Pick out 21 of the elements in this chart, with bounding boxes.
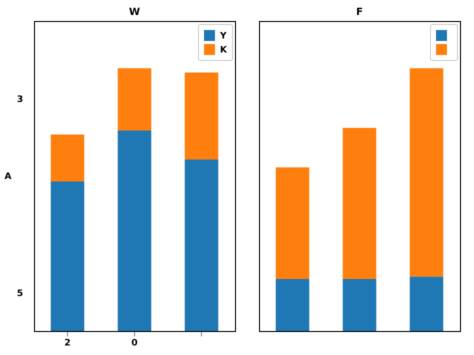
bar	[50, 182, 84, 331]
bar	[342, 278, 376, 331]
x-tick-label: 0	[131, 338, 138, 348]
x-tick-label: 2	[64, 338, 71, 348]
y-axis-title: A	[4, 172, 12, 182]
bar	[184, 72, 218, 160]
bar	[342, 128, 376, 279]
bar	[184, 159, 218, 331]
text: 3	[16, 95, 24, 105]
bar	[118, 130, 152, 331]
bar	[118, 68, 152, 131]
text: 5	[16, 289, 24, 299]
bar	[410, 276, 444, 331]
bar	[410, 68, 444, 277]
chart-title: F	[356, 7, 363, 18]
legend-label: Y	[219, 32, 227, 42]
chart-title: W	[128, 7, 140, 18]
bar	[50, 134, 84, 182]
bar	[276, 167, 310, 279]
legend-label: K	[220, 46, 228, 56]
bar	[276, 278, 310, 331]
